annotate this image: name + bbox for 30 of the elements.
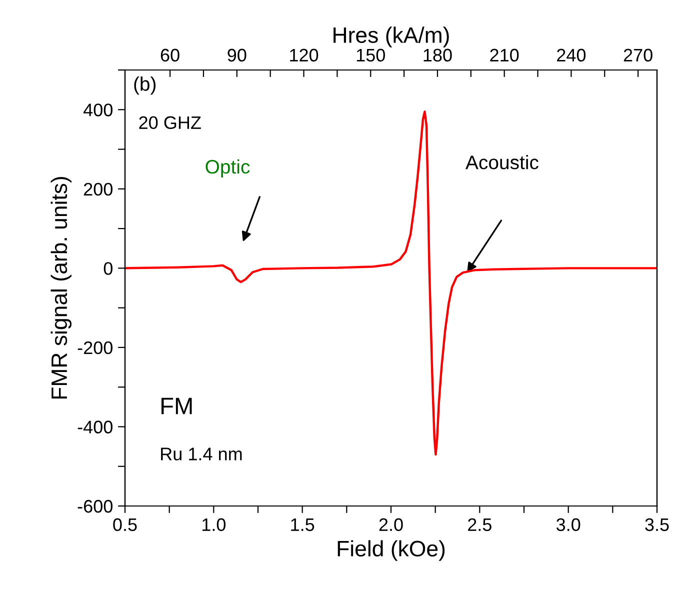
x-tick-label: 1.0 [202, 518, 226, 532]
x2-tick-label: 150 [356, 48, 385, 62]
x-tick-label: 2.0 [379, 518, 403, 532]
x-tick-label: 3.0 [556, 518, 580, 532]
y-tick-label: 200 [84, 182, 112, 196]
x-tick-label: 1.5 [291, 518, 314, 532]
y-tick-label: -400 [78, 420, 112, 434]
x-tick-label: 3.5 [645, 518, 669, 532]
y-axis-title: FMR signal (arb. units) [50, 176, 72, 399]
annotation: Optic [206, 159, 250, 178]
x2-tick-label: 240 [557, 48, 586, 62]
x2-tick-label: 270 [624, 48, 652, 62]
x-tick-label: 2.5 [468, 518, 492, 532]
y-tick-label: -200 [78, 341, 112, 354]
x-axis-title: Field (kOe) [338, 540, 445, 561]
annotation: (b) [134, 76, 156, 95]
x2-tick-label: 90 [228, 48, 246, 62]
annotation: Acoustic [466, 155, 538, 170]
x-tick-label: 0.5 [113, 518, 137, 532]
y-tick-label: 0 [104, 262, 112, 275]
x2-tick-label: 180 [424, 48, 452, 62]
x2-axis-title: Hres (kA/m) [334, 26, 449, 48]
x2-tick-label: 60 [160, 48, 180, 62]
annotation: 20 GHZ [139, 116, 201, 130]
x2-tick-label: 120 [290, 48, 318, 62]
annotation: Ru 1.4 nm [161, 448, 242, 460]
annotation: FM [162, 398, 192, 414]
y-tick-label: -600 [78, 500, 112, 513]
x2-tick-label: 210 [490, 48, 519, 62]
y-tick-label: 400 [83, 104, 112, 116]
